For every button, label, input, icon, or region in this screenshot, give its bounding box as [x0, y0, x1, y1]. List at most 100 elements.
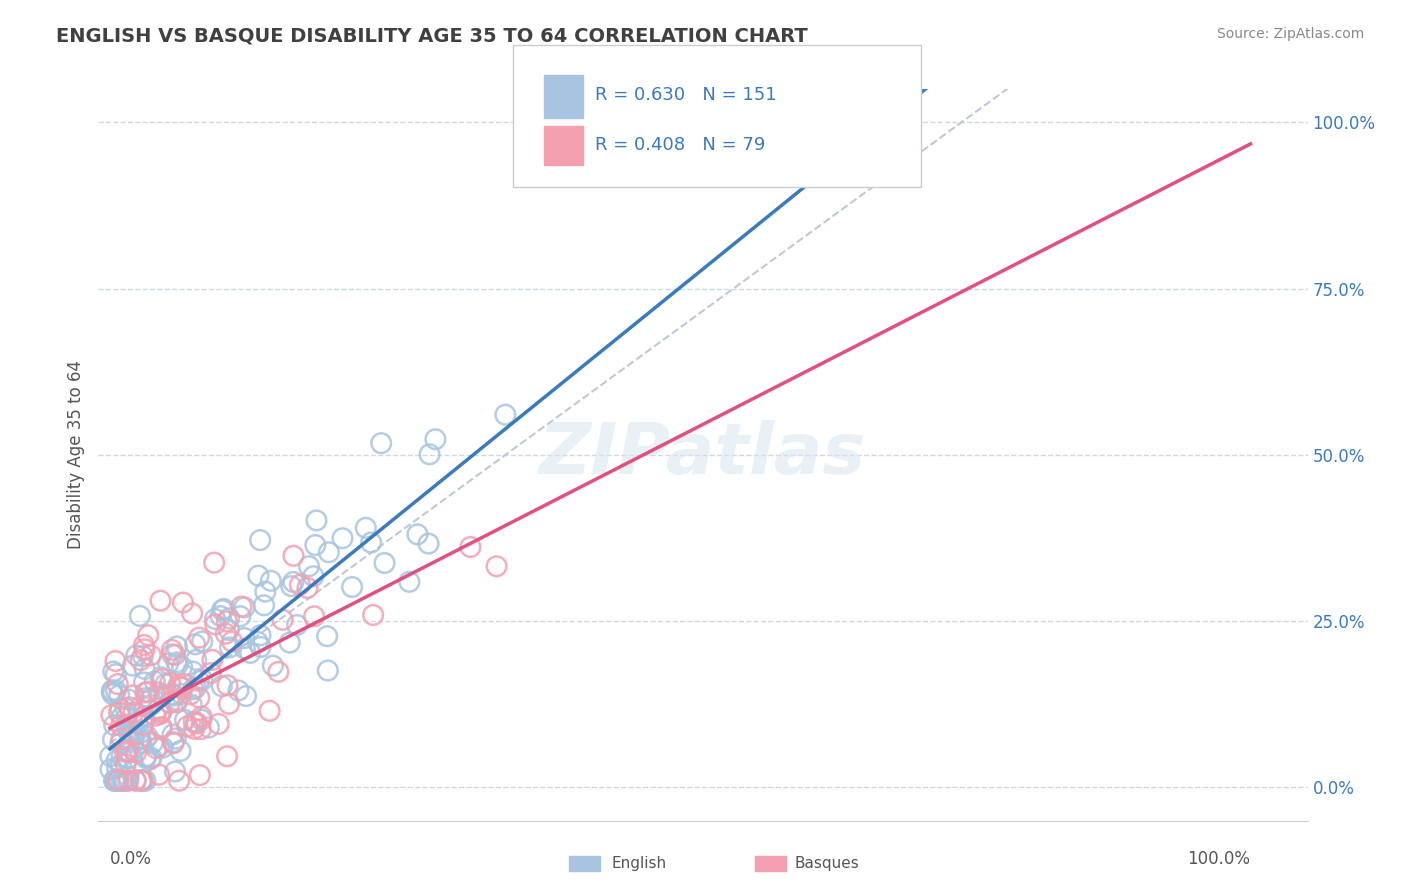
Point [149, 707, 172, 722]
Point [217, 678, 239, 692]
Point [148, 739, 170, 754]
Point [170, 687, 193, 701]
Point [129, 653, 152, 667]
Point [183, 714, 205, 729]
Point [114, 757, 136, 772]
Point [105, 753, 128, 767]
Point [110, 702, 132, 716]
Point [141, 751, 163, 765]
Point [162, 735, 184, 749]
Point [103, 773, 125, 788]
Point [132, 638, 155, 652]
Point [271, 613, 294, 627]
Point [107, 773, 129, 788]
Point [283, 549, 305, 563]
Point [118, 735, 141, 749]
Point [142, 736, 165, 750]
Point [104, 683, 127, 698]
Point [297, 581, 319, 595]
Point [145, 741, 167, 756]
Point [139, 692, 162, 706]
Point [165, 731, 187, 746]
Point [332, 531, 354, 545]
Point [280, 579, 302, 593]
Point [134, 709, 156, 723]
Point [136, 628, 159, 642]
Text: 100.0%: 100.0% [1188, 850, 1250, 868]
Point [217, 749, 239, 764]
Point [118, 723, 141, 738]
Point [128, 732, 150, 747]
Point [125, 648, 148, 663]
Point [249, 628, 271, 642]
Point [98, 749, 121, 764]
Point [249, 533, 271, 547]
Point [160, 687, 183, 701]
Point [155, 677, 177, 691]
Point [373, 556, 395, 570]
Point [110, 757, 132, 772]
Point [163, 689, 186, 703]
Point [170, 681, 193, 695]
Point [129, 773, 152, 788]
Point [107, 773, 129, 788]
Point [134, 685, 156, 699]
Text: ENGLISH VS BASQUE DISABILITY AGE 35 TO 64 CORRELATION CHART: ENGLISH VS BASQUE DISABILITY AGE 35 TO 6… [56, 27, 808, 45]
Point [316, 664, 339, 678]
Point [117, 773, 139, 788]
Point [104, 773, 127, 788]
Point [159, 676, 181, 690]
Point [181, 607, 204, 621]
Point [131, 698, 153, 713]
Point [186, 715, 208, 730]
Point [143, 708, 166, 723]
Point [104, 667, 127, 681]
Point [494, 408, 516, 422]
Point [146, 701, 169, 715]
Point [101, 687, 124, 701]
Point [101, 683, 124, 698]
Point [253, 599, 276, 613]
Point [201, 653, 224, 667]
Point [110, 718, 132, 732]
Point [124, 773, 146, 788]
Point [370, 436, 392, 450]
Point [128, 726, 150, 740]
Point [111, 710, 134, 724]
Text: R = 0.408   N = 79: R = 0.408 N = 79 [595, 136, 765, 154]
Point [112, 773, 135, 788]
Point [112, 773, 135, 788]
Point [165, 764, 187, 779]
Point [157, 657, 180, 671]
Text: 0.0%: 0.0% [110, 850, 152, 868]
Point [179, 687, 201, 701]
Point [166, 693, 188, 707]
Point [172, 596, 194, 610]
Point [204, 612, 226, 626]
Point [361, 607, 384, 622]
Point [110, 749, 132, 764]
Point [190, 713, 212, 727]
Point [191, 634, 214, 648]
Point [267, 665, 290, 679]
Point [101, 732, 124, 747]
Point [209, 609, 232, 624]
Point [117, 751, 139, 765]
Point [127, 716, 149, 731]
Point [228, 683, 250, 698]
Point [132, 773, 155, 788]
Point [117, 744, 139, 758]
Text: ZIPatlas: ZIPatlas [540, 420, 866, 490]
Point [181, 665, 204, 679]
Point [202, 556, 225, 570]
Point [135, 690, 157, 705]
Point [166, 656, 188, 670]
Point [139, 698, 162, 712]
Point [149, 705, 172, 719]
Point [162, 736, 184, 750]
Point [188, 690, 211, 705]
Point [110, 736, 132, 750]
Point [134, 662, 156, 676]
Point [418, 536, 440, 550]
Point [184, 637, 207, 651]
